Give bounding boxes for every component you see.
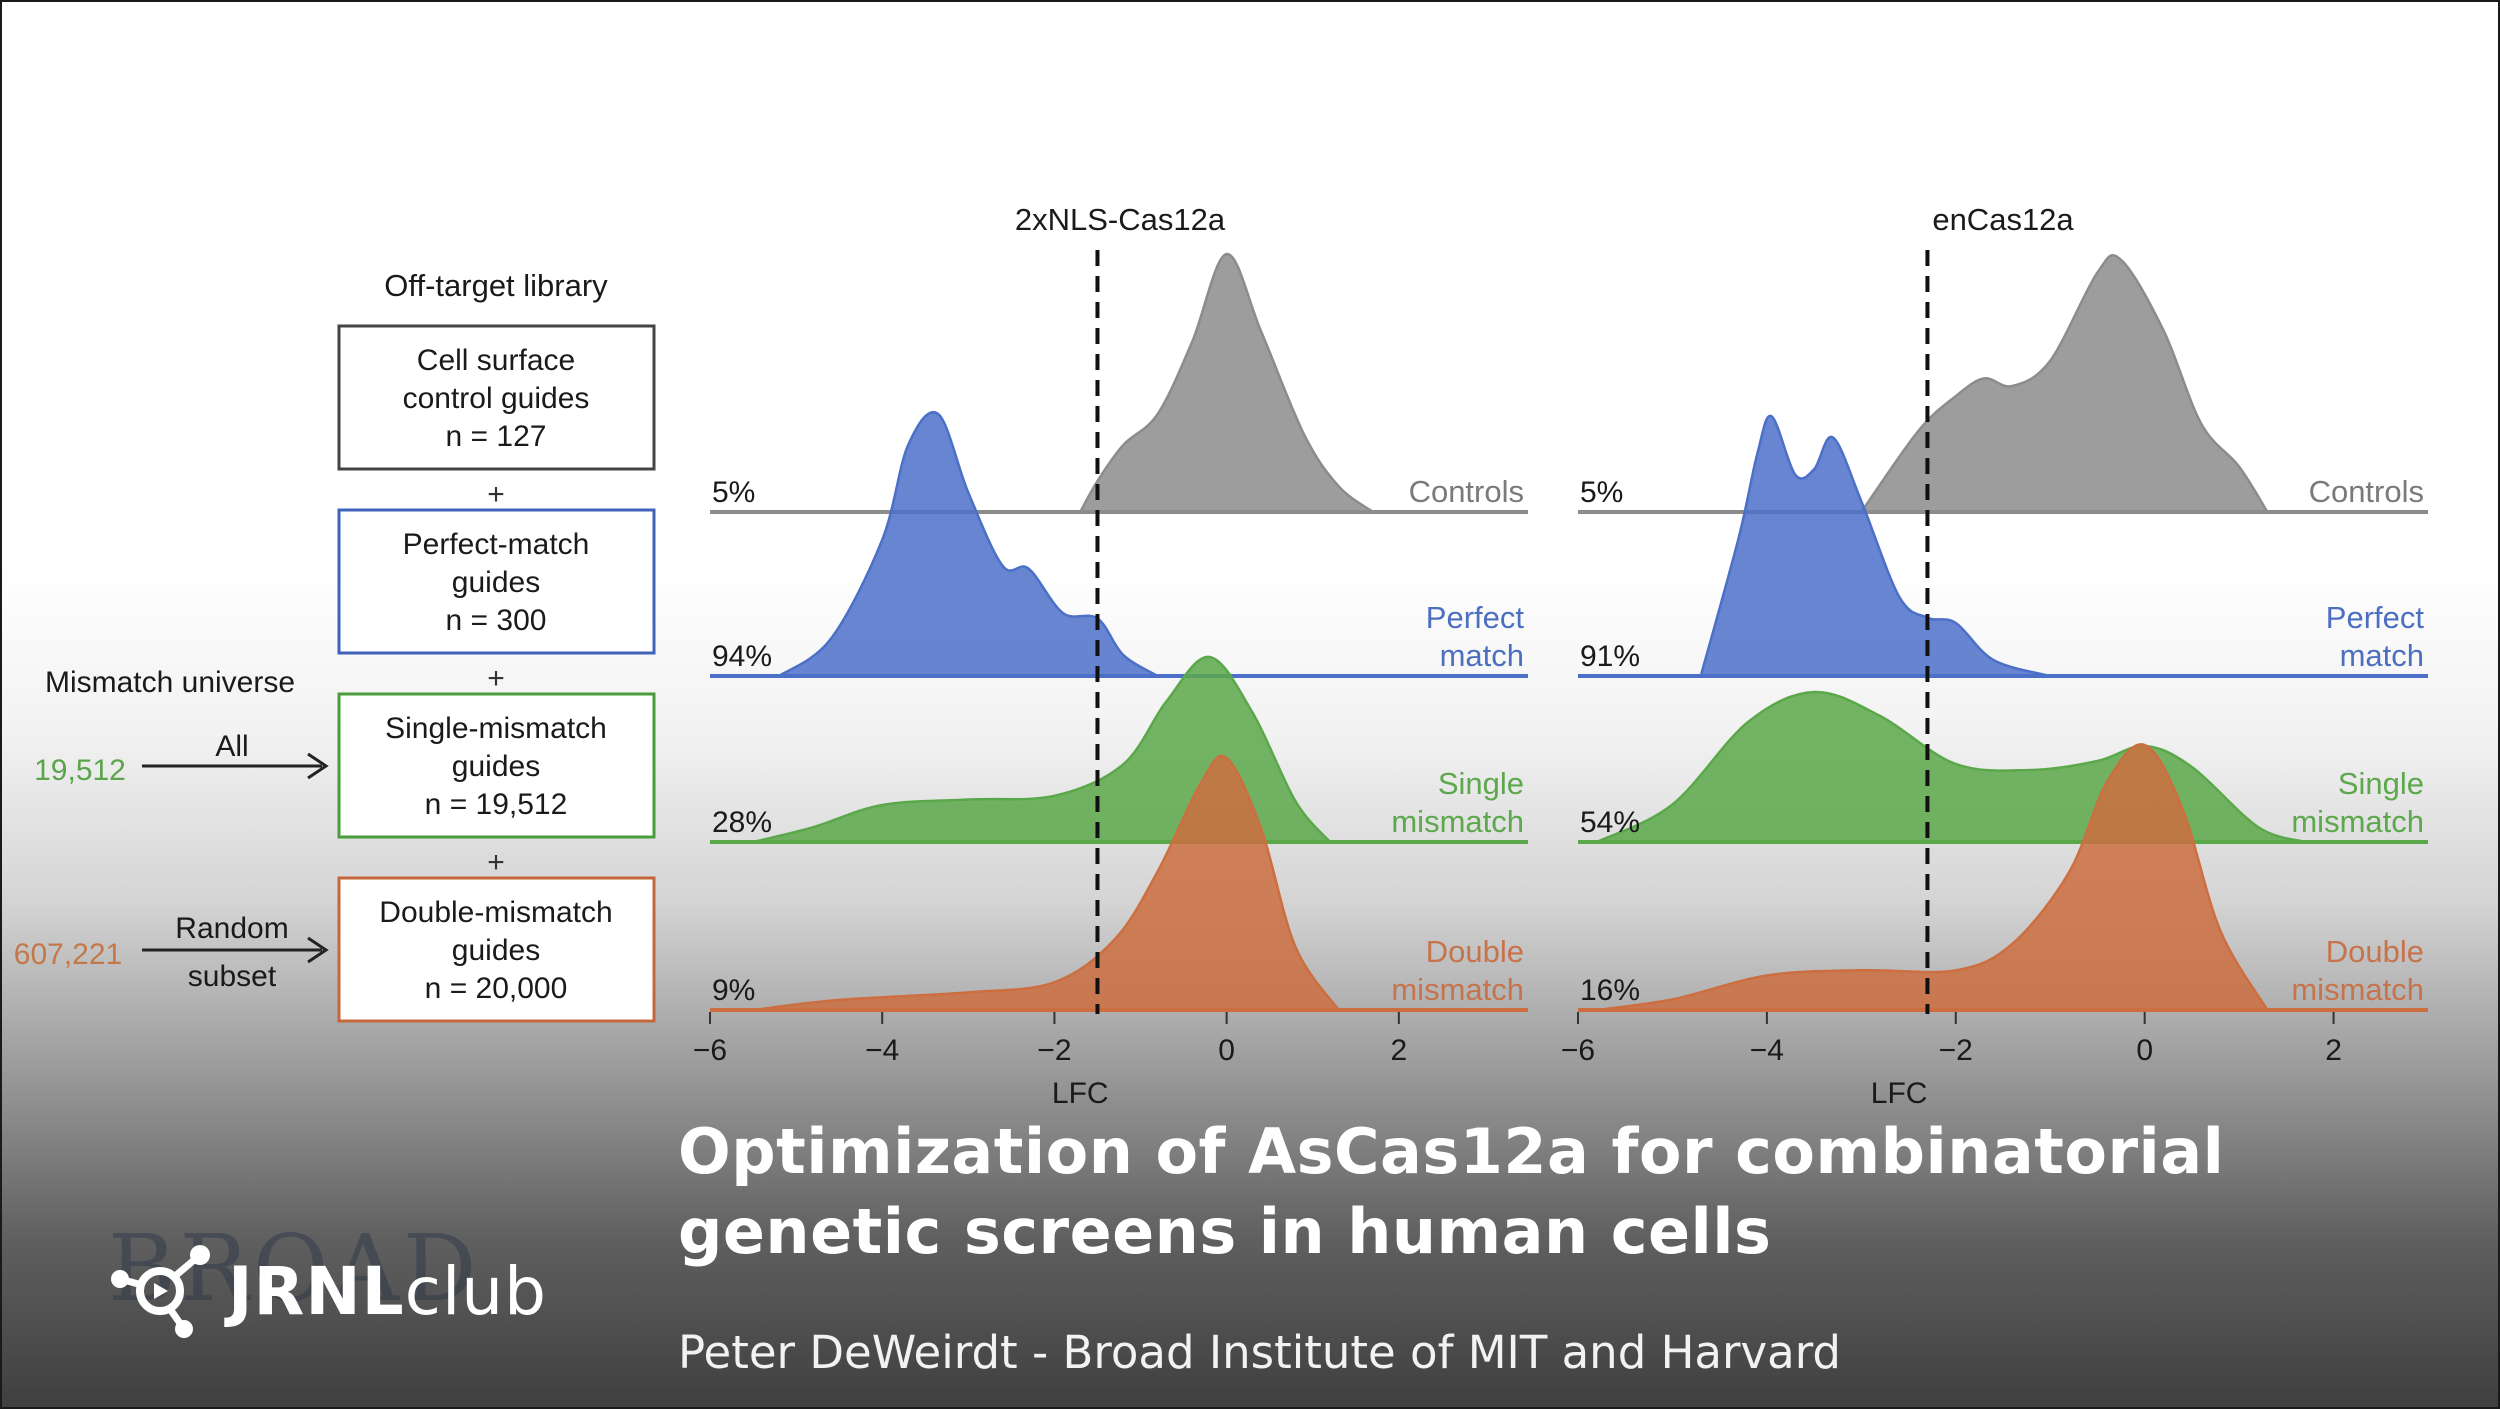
arrow-icon	[142, 752, 329, 780]
plus-sign: +	[487, 662, 505, 695]
x-tick-label: 2	[1390, 1034, 1407, 1067]
box-count: n = 300	[446, 604, 547, 637]
percent-label: 54%	[1580, 806, 1640, 839]
x-tick-label: 2	[2325, 1034, 2342, 1067]
density-outline	[1596, 743, 2269, 1012]
plus-sign: +	[487, 846, 505, 879]
density-area-double-mismatch	[1596, 744, 2268, 1010]
jrnlclub-logo: BROAD JRNLclub	[108, 1215, 568, 1338]
series-label: mismatch	[1391, 804, 1524, 839]
percent-label: 5%	[712, 476, 755, 509]
brand-light: club	[404, 1253, 548, 1330]
library-header: Off-target library	[384, 268, 608, 303]
density-area-controls	[1861, 255, 2268, 513]
box-line1: Perfect-match	[403, 528, 590, 561]
density-outline	[1079, 252, 1374, 514]
box-line1: Double-mismatch	[379, 896, 612, 929]
percent-label: 91%	[1580, 640, 1640, 673]
off-target-library: Off-target library Cell surface control …	[14, 268, 656, 1023]
library-box-double: Double-mismatch guides n = 20,000	[337, 876, 656, 1023]
library-box-perfect: Perfect-match guides n = 300	[337, 508, 656, 655]
arrow-label-subset: subset	[188, 960, 277, 993]
single-universe-count: 19,512	[34, 754, 126, 787]
box-count: n = 19,512	[425, 788, 568, 821]
x-axis-label: LFC	[1871, 1077, 1928, 1110]
series-label: Single	[1438, 766, 1524, 801]
x-tick-label: 0	[2136, 1034, 2153, 1067]
percent-label: 94%	[712, 640, 772, 673]
series-label: mismatch	[2291, 804, 2424, 839]
density-area-single-mismatch	[1596, 691, 2306, 842]
percent-label: 5%	[1580, 476, 1623, 509]
density-area-perfect-match	[1700, 415, 2051, 676]
series-label: Double	[1426, 934, 1524, 969]
density-area-controls	[1080, 253, 1373, 512]
series-label: Double	[2326, 934, 2424, 969]
density-outline	[752, 655, 1331, 844]
arrow-label-all: All	[215, 730, 248, 763]
chart-title: 2xNLS-Cas12a	[1015, 202, 1226, 237]
series-label: mismatch	[1391, 972, 1524, 1007]
series-label: match	[2340, 638, 2424, 673]
x-tick-label: −6	[693, 1034, 727, 1067]
box-line2: control guides	[403, 382, 590, 415]
density-area-single-mismatch	[753, 656, 1330, 842]
x-axis-label: LFC	[1052, 1077, 1109, 1110]
x-tick-label: −4	[865, 1034, 899, 1067]
density-outline	[752, 754, 1340, 1012]
chart-title: enCas12a	[1932, 202, 2074, 237]
double-universe-count: 607,221	[14, 938, 122, 971]
density-outline	[1699, 414, 2051, 678]
percent-label: 28%	[712, 806, 772, 839]
density-area-perfect-match	[778, 412, 1158, 676]
library-box-single: Single-mismatch guides n = 19,512	[337, 692, 656, 839]
density-area-double-mismatch	[753, 755, 1339, 1010]
series-label: Perfect	[1426, 600, 1525, 635]
library-box-controls: Cell surface control guides n = 127	[337, 324, 656, 471]
series-label: Controls	[1409, 474, 1524, 509]
box-line2: guides	[452, 566, 540, 599]
box-line1: Cell surface	[417, 344, 575, 377]
slide-title: Optimization of AsCas12a for combinatori…	[678, 1115, 2225, 1268]
series-label: Controls	[2309, 474, 2424, 509]
percent-label: 16%	[1580, 974, 1640, 1007]
x-tick-label: −2	[1939, 1034, 1973, 1067]
x-tick-label: −2	[1037, 1034, 1071, 1067]
arrow-icon	[142, 936, 329, 964]
molecule-icon	[111, 1245, 210, 1338]
brand-text: JRNLclub	[228, 1253, 547, 1330]
density-outline	[1596, 690, 2306, 844]
box-line2: guides	[452, 934, 540, 967]
series-label: Single	[2338, 766, 2424, 801]
x-tick-label: −6	[1561, 1034, 1595, 1067]
box-count: n = 127	[446, 420, 547, 453]
density-outline	[1860, 254, 2269, 513]
percent-label: 9%	[712, 974, 755, 1007]
slide-subtitle: Peter DeWeirdt - Broad Institute of MIT …	[678, 1326, 1841, 1379]
x-tick-label: −4	[1750, 1034, 1784, 1067]
arrow-label-random: Random	[175, 912, 288, 945]
brand-bold: JRNL	[228, 1253, 405, 1330]
box-line1: Single-mismatch	[385, 712, 607, 745]
series-label: mismatch	[2291, 972, 2424, 1007]
series-label: match	[1440, 638, 1524, 673]
series-label: Perfect	[2326, 600, 2425, 635]
box-count: n = 20,000	[425, 972, 568, 1005]
box-line2: guides	[452, 750, 540, 783]
plus-sign: +	[487, 478, 505, 511]
x-tick-label: 0	[1218, 1034, 1235, 1067]
mismatch-universe-label: Mismatch universe	[45, 666, 295, 699]
